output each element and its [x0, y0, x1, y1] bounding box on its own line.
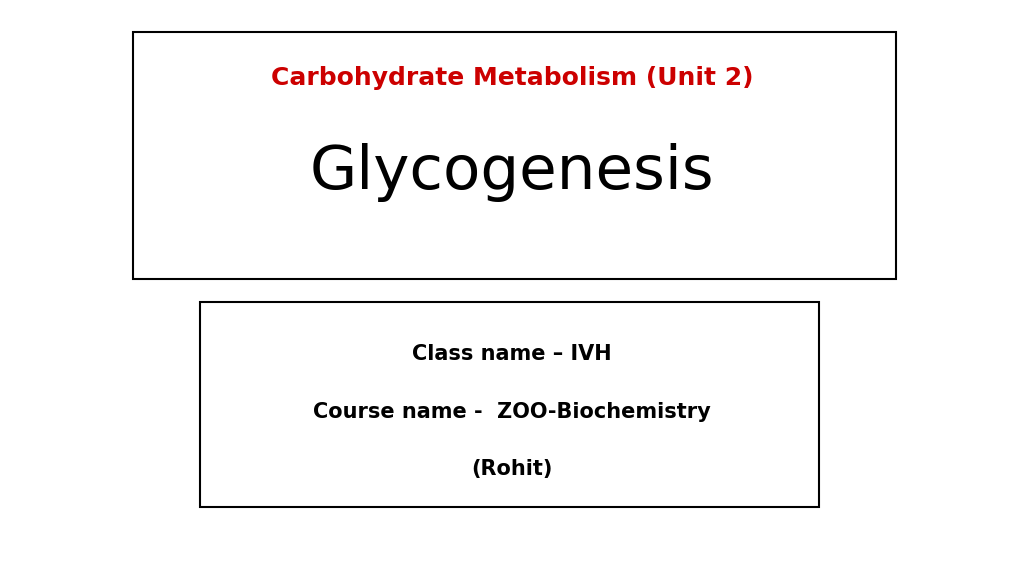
- FancyBboxPatch shape: [133, 32, 896, 279]
- FancyBboxPatch shape: [200, 302, 819, 507]
- Text: Course name -  ZOO-Biochemistry: Course name - ZOO-Biochemistry: [313, 402, 711, 422]
- Text: Carbohydrate Metabolism (Unit 2): Carbohydrate Metabolism (Unit 2): [270, 66, 754, 90]
- Text: Glycogenesis: Glycogenesis: [309, 143, 715, 202]
- Text: (Rohit): (Rohit): [471, 460, 553, 479]
- Text: Class name – IVH: Class name – IVH: [413, 344, 611, 364]
